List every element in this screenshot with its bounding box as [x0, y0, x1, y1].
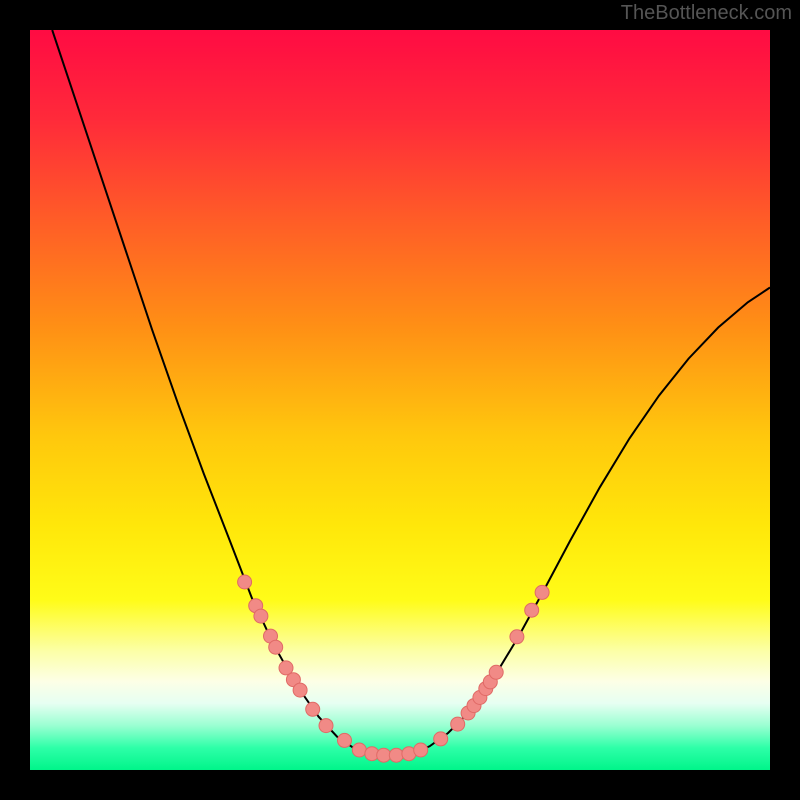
data-marker [352, 743, 366, 757]
data-marker [254, 609, 268, 623]
chart-plot-area [30, 30, 770, 770]
data-marker [414, 743, 428, 757]
watermark-text: TheBottleneck.com [621, 2, 792, 25]
data-marker [306, 702, 320, 716]
data-marker [510, 630, 524, 644]
data-marker [269, 640, 283, 654]
bottleneck-curve-right [393, 288, 770, 756]
chart-overlay [30, 30, 770, 770]
data-marker [389, 748, 403, 762]
data-marker [293, 683, 307, 697]
bottleneck-curve-left [52, 30, 392, 755]
marker-group [238, 575, 549, 762]
data-marker [535, 585, 549, 599]
data-marker [434, 732, 448, 746]
data-marker [525, 603, 539, 617]
data-marker [338, 733, 352, 747]
data-marker [451, 717, 465, 731]
data-marker [319, 719, 333, 733]
data-marker [489, 665, 503, 679]
data-marker [377, 748, 391, 762]
data-marker [238, 575, 252, 589]
